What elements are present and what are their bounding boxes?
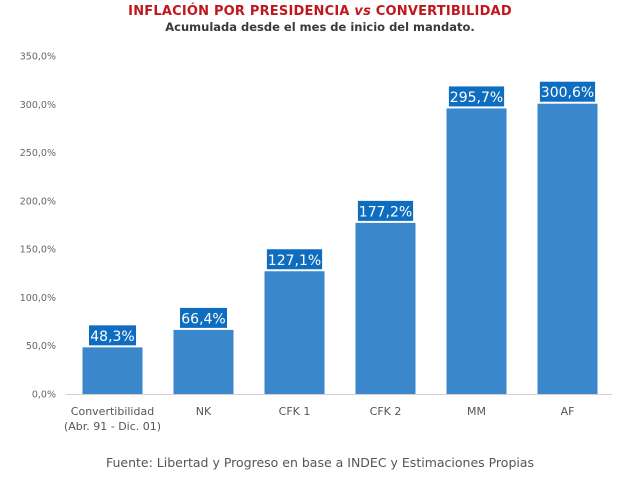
y-tick-label: 50,0% bbox=[26, 341, 56, 352]
x-tick-label: MM bbox=[467, 405, 486, 418]
x-tick-label: Convertibilidad bbox=[71, 405, 154, 418]
bar-group: 127,1% bbox=[264, 249, 325, 394]
bar bbox=[82, 347, 143, 394]
bar-chart: 0,0% 50,0% 100,0% 150,0% 200,0% 250,0% 300,0% 3… bbox=[20, 52, 612, 433]
bar bbox=[355, 222, 416, 394]
data-label: 48,3% bbox=[90, 329, 134, 345]
data-label-box bbox=[180, 307, 227, 328]
data-label: 127,1% bbox=[268, 253, 321, 269]
title-part-2: CONVERTIBILIDAD bbox=[371, 4, 512, 19]
source-note: Fuente: Libertad y Progreso en base a IN… bbox=[105, 455, 535, 470]
title-part-1: INFLACIÓN POR PRESIDENCIA bbox=[128, 4, 355, 19]
y-axis: 0,0% 50,0% 100,0% 150,0% 200,0% 250,0% 300,0% 3… bbox=[20, 52, 56, 401]
y-tick-label: 250,0% bbox=[20, 148, 56, 159]
y-tick-label: 350,0% bbox=[20, 52, 56, 63]
data-label: 66,4% bbox=[181, 311, 225, 327]
y-tick-label: 300,0% bbox=[20, 100, 56, 111]
x-tick-label: (Abr. 91 - Dic. 01) bbox=[64, 420, 161, 433]
x-tick-label: AF bbox=[561, 405, 575, 418]
x-tick-label: CFK 2 bbox=[370, 405, 402, 418]
bars-group: 48,3% 66,4% 127,1% 177,2% 295,7% 300,6% bbox=[82, 81, 598, 394]
bar-group: 295,7% bbox=[446, 86, 507, 394]
data-label-box bbox=[357, 200, 414, 221]
data-label-box bbox=[448, 86, 505, 107]
y-tick-label: 100,0% bbox=[20, 293, 56, 304]
title-vs: vs bbox=[354, 4, 372, 19]
bar bbox=[537, 103, 598, 394]
chart-subtitle: Acumulada desde el mes de inicio del man… bbox=[165, 20, 475, 34]
data-label: 295,7% bbox=[450, 90, 503, 106]
x-tick-label: NK bbox=[196, 405, 212, 418]
bar-group: 300,6% bbox=[537, 81, 598, 394]
bar-group: 177,2% bbox=[355, 200, 416, 394]
x-tick-label: CFK 1 bbox=[279, 405, 311, 418]
data-label: 300,6% bbox=[541, 85, 594, 101]
y-tick-label: 0,0% bbox=[32, 390, 56, 401]
bar bbox=[446, 108, 507, 394]
data-label-box bbox=[539, 81, 596, 102]
bar-group: 48,3% bbox=[82, 325, 143, 394]
x-axis-labels: Convertibilidad (Abr. 91 - Dic. 01) NK CFK … bbox=[64, 405, 574, 433]
data-label-box bbox=[266, 249, 323, 270]
data-label: 177,2% bbox=[359, 204, 412, 220]
y-tick-label: 150,0% bbox=[20, 245, 56, 256]
y-tick-label: 200,0% bbox=[20, 196, 56, 207]
bar bbox=[173, 329, 234, 394]
data-label-box bbox=[89, 325, 136, 346]
chart-title: INFLACIÓN POR PRESIDENCIA vs CONVERTIBIL… bbox=[0, 4, 640, 19]
bar-group: 66,4% bbox=[173, 307, 234, 394]
bar bbox=[264, 271, 325, 394]
